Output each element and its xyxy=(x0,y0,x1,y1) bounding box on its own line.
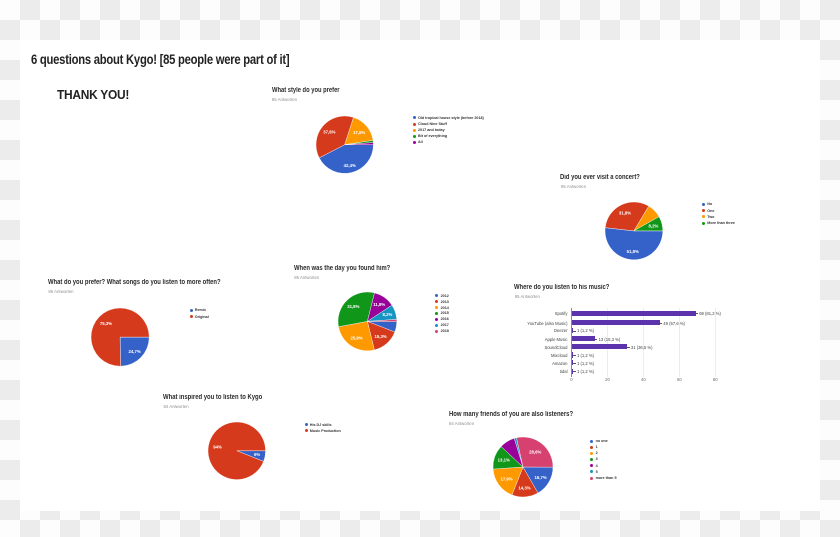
svg-text:17,6%: 17,6% xyxy=(353,130,365,135)
svg-text:11,8%: 11,8% xyxy=(373,302,385,307)
svg-text:42,4%: 42,4% xyxy=(344,162,356,167)
svg-text:15,3%: 15,3% xyxy=(374,334,386,339)
svg-text:8,2%: 8,2% xyxy=(649,224,659,229)
svg-text:8,2%: 8,2% xyxy=(382,312,392,317)
svg-text:37,6%: 37,6% xyxy=(324,129,336,134)
svg-text:17,9%: 17,9% xyxy=(500,477,512,482)
svg-text:31,8%: 31,8% xyxy=(619,211,631,216)
svg-text:75,3%: 75,3% xyxy=(100,321,112,326)
svg-text:28,6%: 28,6% xyxy=(529,450,541,455)
svg-text:51,8%: 51,8% xyxy=(627,250,639,255)
svg-text:31,8%: 31,8% xyxy=(347,304,359,309)
svg-text:6%: 6% xyxy=(254,452,260,457)
svg-text:25,9%: 25,9% xyxy=(350,335,362,340)
svg-text:94%: 94% xyxy=(213,445,222,450)
svg-text:24,7%: 24,7% xyxy=(129,349,141,354)
svg-text:16,7%: 16,7% xyxy=(534,475,546,480)
svg-text:13,1%: 13,1% xyxy=(497,458,509,463)
svg-text:14,3%: 14,3% xyxy=(518,486,530,491)
